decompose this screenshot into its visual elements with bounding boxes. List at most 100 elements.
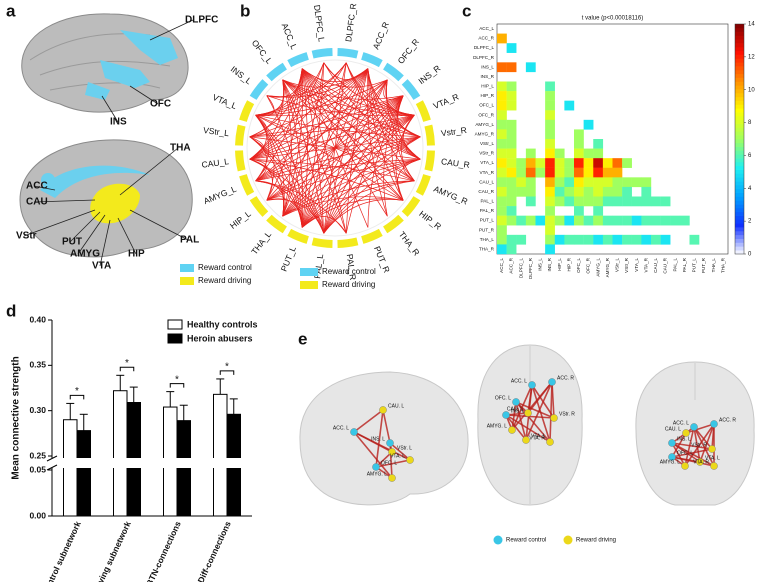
- heatmap-cell: [516, 167, 527, 178]
- colorbar-step: [735, 35, 744, 40]
- colorbar-step: [735, 246, 744, 251]
- colorbar-step: [735, 208, 744, 213]
- node-label: PUT_L: [279, 244, 298, 273]
- connection: [255, 114, 404, 201]
- heatmap-cell: [583, 234, 594, 245]
- heatmap-cell: [506, 158, 517, 168]
- heatmap-cell: [506, 186, 517, 197]
- connection: [671, 442, 713, 450]
- row-label: PAL_L: [481, 199, 495, 204]
- leader-line: [119, 147, 179, 196]
- region-label: ACC: [26, 181, 48, 192]
- leader-line: [33, 185, 56, 191]
- heatmap-cell: [497, 100, 507, 111]
- connection: [403, 114, 421, 160]
- heatmap-cell: [622, 196, 632, 207]
- node: [406, 456, 414, 464]
- colorbar-step: [735, 165, 744, 170]
- node-label: PAL_R: [345, 253, 358, 280]
- colorbar-label: 8: [748, 120, 752, 126]
- bar: [213, 393, 228, 517]
- heatmap-cell: [545, 148, 555, 159]
- colorbar-step: [735, 54, 744, 59]
- legend-swatch: [167, 333, 183, 344]
- connection: [255, 114, 303, 228]
- region-label: DLPFC: [185, 15, 218, 26]
- node: [550, 414, 558, 422]
- col-label: VTA_L: [634, 258, 639, 272]
- heatmap-cell: [583, 158, 594, 168]
- colorbar-step: [735, 119, 744, 124]
- colorbar-step: [735, 173, 744, 178]
- col-label: PUT_L: [692, 258, 697, 273]
- heatmap-cell: [554, 177, 565, 188]
- node: [710, 420, 718, 428]
- col-label: OFC_R: [586, 257, 591, 273]
- node-arc: [266, 214, 288, 234]
- node-label: OFC_L: [250, 38, 275, 66]
- heatmap-cell: [564, 177, 575, 188]
- heatmap-cell: [506, 119, 517, 130]
- connection: [249, 158, 267, 182]
- heatmap-cell: [506, 43, 517, 53]
- colorbar-step: [735, 81, 744, 86]
- heatmap-cell: [612, 167, 623, 178]
- heatmap-cell: [497, 234, 507, 245]
- heatmap-cell: [497, 110, 507, 121]
- significance-mark: *: [125, 358, 129, 369]
- heatmap-cell: [631, 234, 642, 245]
- leader-line: [99, 219, 111, 267]
- connection: [249, 62, 325, 160]
- connection: [255, 79, 285, 116]
- colorbar-step: [735, 93, 744, 98]
- node-arc: [361, 228, 383, 244]
- connection: [301, 68, 308, 228]
- node-label: AMYG. L: [367, 471, 388, 477]
- col-label: VStr_L: [615, 258, 620, 272]
- heatmap-cell: [545, 158, 555, 168]
- node-arc: [239, 100, 255, 122]
- node: [681, 462, 689, 470]
- node-label: AMYG_L: [202, 184, 238, 207]
- node-label: ACC. R: [719, 417, 736, 423]
- heatmap-cell: [574, 196, 584, 207]
- connection: [301, 68, 421, 138]
- node-label: ACC. L: [333, 425, 349, 431]
- heatmap-cell: [497, 206, 507, 216]
- row-label: HIP_R: [480, 93, 494, 98]
- heatmap-cell: [497, 196, 507, 207]
- heatmap-cell: [497, 139, 507, 149]
- heatmap-cell: [574, 177, 584, 188]
- colorbar-step: [735, 62, 744, 67]
- row-label: VTA_L: [480, 160, 494, 165]
- row-label: INS_R: [480, 74, 494, 79]
- heatmap-cell: [641, 186, 652, 197]
- colorbar-step: [735, 66, 744, 71]
- colorbar-step: [735, 85, 744, 90]
- heatmap-cell: [583, 215, 594, 226]
- colorbar-step: [735, 70, 744, 75]
- heatmap-cell: [622, 158, 632, 168]
- bar: [76, 430, 91, 517]
- node-label: INS. L: [371, 436, 385, 442]
- connection: [301, 198, 404, 228]
- connection: [383, 95, 404, 217]
- heatmap-cell: [670, 215, 681, 226]
- connection: [323, 158, 421, 234]
- connection: [282, 79, 388, 217]
- heatmap-cell: [564, 234, 575, 245]
- significance-bracket: [169, 383, 185, 388]
- legend-swatch: [300, 268, 318, 276]
- heatmap-cell: [564, 158, 575, 168]
- y-tick-label: 0.05: [29, 464, 46, 474]
- node-label: INS. L: [511, 408, 525, 414]
- legend-label: Heroin abusers: [187, 333, 253, 343]
- axis-break-gap: [46, 458, 254, 468]
- heatmap-cell: [525, 177, 536, 188]
- node-arc: [311, 48, 333, 59]
- heatmap-cell: [497, 91, 507, 101]
- colorbar-step: [735, 234, 744, 239]
- node: [696, 458, 704, 466]
- connection: [323, 114, 415, 234]
- node-label: VTA. L: [705, 455, 720, 461]
